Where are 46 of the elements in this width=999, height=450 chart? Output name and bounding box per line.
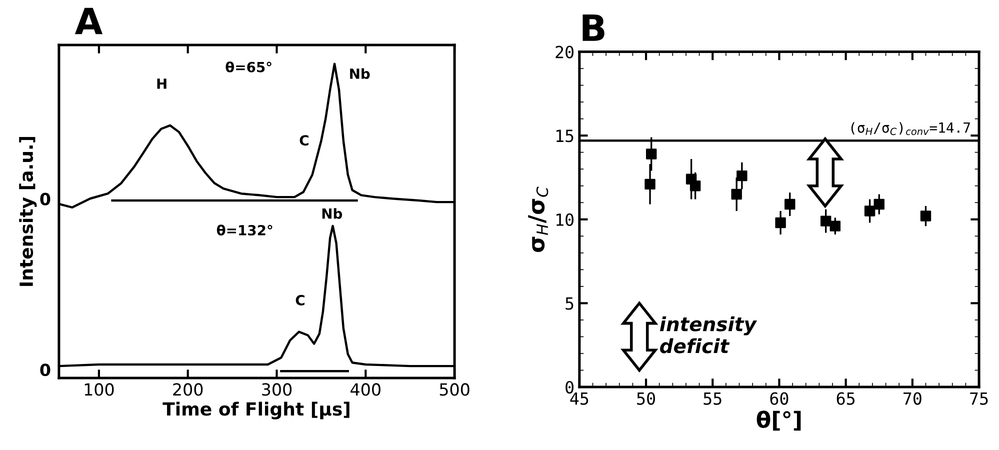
x-axis-title: Time of Flight [µs]	[162, 402, 350, 420]
annotation: θ=65°	[226, 61, 272, 72]
y-tick-label: 15	[556, 130, 574, 142]
annotation: θ=132°	[216, 224, 272, 236]
y-tick-label: 20	[556, 46, 574, 58]
x-tick-label: 50	[637, 392, 655, 405]
chart-title: A	[74, 8, 103, 34]
y-axis-title: σ$_{H}$/σ$_{C}$	[528, 186, 548, 252]
point	[874, 198, 884, 210]
annotation: H	[157, 78, 166, 89]
point	[784, 198, 796, 210]
point	[920, 210, 932, 222]
point	[830, 220, 841, 232]
point	[690, 180, 701, 192]
point	[820, 216, 832, 226]
point	[646, 148, 657, 160]
point	[864, 206, 876, 216]
point	[736, 170, 748, 182]
x-tick-label: 60	[770, 392, 788, 405]
chart-title: B	[582, 14, 604, 41]
annotation: intensity deficit	[660, 316, 758, 354]
point	[775, 217, 786, 228]
annotation: C	[300, 135, 308, 146]
x-tick-label: 500	[440, 383, 470, 396]
text: 0	[40, 364, 50, 376]
x-tick-label: 55	[704, 392, 722, 405]
x-tick-label: 65	[836, 392, 855, 405]
x-tick-label: 400	[350, 383, 380, 396]
y-tick-label: 5	[566, 297, 574, 310]
annotation: Nb	[322, 208, 342, 219]
y-tick-label: 0	[566, 381, 574, 394]
annotation: C	[296, 294, 304, 306]
x-tick-label: 45	[570, 392, 588, 405]
x-tick-label: 75	[970, 392, 988, 405]
text: 0	[40, 192, 50, 206]
point	[644, 178, 656, 190]
y-tick-label: 10	[556, 213, 574, 226]
annotation: Nb	[350, 68, 370, 79]
x-tick-label: 300	[262, 383, 292, 396]
y-axis-title: Intensity [a.u.]	[19, 136, 37, 286]
x-tick-label: 200	[173, 383, 203, 396]
x-tick-label: 100	[84, 383, 114, 396]
x-axis-title: θ[°]	[756, 410, 801, 431]
ref-line-label: (σ$_{H}$/σ$_{C}$)$_{conv}$=14.7	[851, 122, 970, 136]
point	[731, 188, 742, 200]
x-tick-label: 70	[904, 392, 922, 405]
